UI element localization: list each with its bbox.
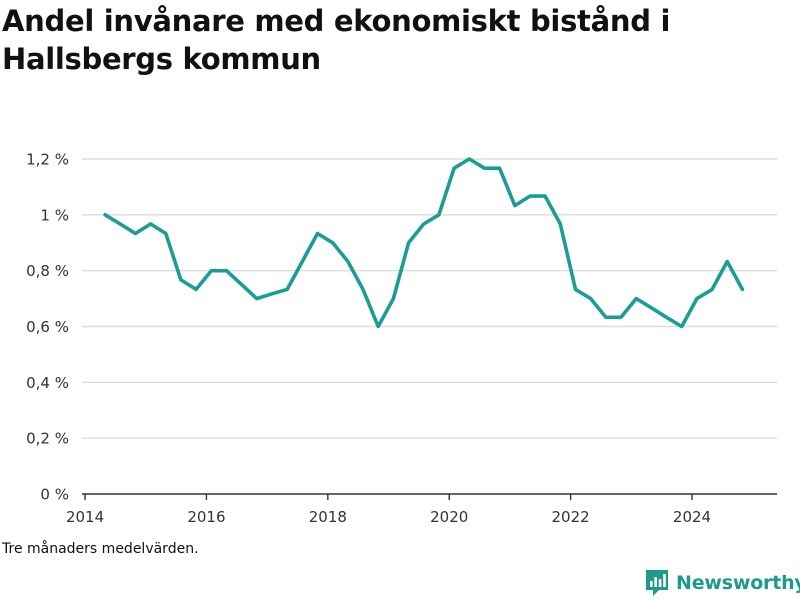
y-tick-label: 0,6 % — [26, 318, 69, 336]
data-point[interactable] — [434, 210, 444, 220]
data-point[interactable] — [100, 210, 110, 220]
x-tick-label: 2016 — [187, 508, 225, 526]
data-point[interactable] — [328, 238, 338, 248]
y-tick-label: 0,8 % — [26, 262, 69, 280]
y-axis-ticks: 0 % 0,2 % 0,4 % 0,6 % 0,8 % 1 % 1,2 % — [26, 151, 69, 504]
x-tick-label: 2018 — [309, 508, 347, 526]
x-tick-label: 2024 — [673, 508, 711, 526]
data-point[interactable] — [525, 191, 535, 201]
y-tick-label: 1,2 % — [26, 151, 69, 169]
series-layer — [100, 154, 747, 332]
data-point[interactable] — [191, 284, 201, 294]
data-point[interactable] — [601, 312, 611, 322]
data-point[interactable] — [130, 229, 140, 239]
brand-logo[interactable]: Newsworthy — [644, 568, 800, 598]
data-point[interactable] — [343, 256, 353, 266]
y-tick-label: 0 % — [40, 486, 69, 504]
data-point[interactable] — [737, 284, 747, 294]
x-tick-label: 2020 — [430, 508, 468, 526]
data-point[interactable] — [115, 219, 125, 229]
data-point[interactable] — [495, 163, 505, 173]
newsworthy-logo-icon — [646, 570, 668, 596]
chart-title: Andel invånare med ekonomiskt bistånd i … — [2, 4, 671, 76]
data-point[interactable] — [631, 294, 641, 304]
data-point[interactable] — [146, 219, 156, 229]
data-point[interactable] — [358, 284, 368, 294]
data-point[interactable] — [540, 191, 550, 201]
data-point[interactable] — [692, 294, 702, 304]
data-point[interactable] — [464, 154, 474, 164]
brand-name: Newsworthy — [676, 572, 800, 594]
data-point[interactable] — [707, 284, 717, 294]
data-point[interactable] — [252, 294, 262, 304]
data-point[interactable] — [662, 312, 672, 322]
chart-note: Tre månaders medelvärden. — [2, 541, 199, 557]
data-point[interactable] — [161, 229, 171, 239]
series-line — [103, 157, 745, 329]
data-point[interactable] — [677, 322, 687, 332]
data-point[interactable] — [419, 219, 429, 229]
data-point[interactable] — [373, 322, 383, 332]
x-tick-label: 2014 — [66, 508, 104, 526]
data-point[interactable] — [570, 284, 580, 294]
data-point[interactable] — [206, 266, 216, 276]
data-point[interactable] — [646, 303, 656, 313]
y-tick-label: 1 % — [40, 206, 69, 224]
x-tick-label: 2022 — [552, 508, 590, 526]
data-point[interactable] — [282, 284, 292, 294]
data-point[interactable] — [449, 163, 459, 173]
y-tick-label: 0,4 % — [26, 374, 69, 392]
data-point[interactable] — [616, 312, 626, 322]
y-tick-label: 0,2 % — [26, 430, 69, 448]
data-point[interactable] — [267, 289, 277, 299]
data-point[interactable] — [388, 294, 398, 304]
gridlines — [82, 158, 777, 439]
data-point[interactable] — [479, 163, 489, 173]
data-point[interactable] — [510, 201, 520, 211]
x-axis: 2014 2016 2018 2020 2022 2024 — [66, 493, 777, 526]
data-point[interactable] — [586, 294, 596, 304]
data-point[interactable] — [555, 219, 565, 229]
data-point[interactable] — [313, 229, 323, 239]
data-point[interactable] — [404, 238, 414, 248]
data-point[interactable] — [722, 256, 732, 266]
data-point[interactable] — [221, 266, 231, 276]
data-point[interactable] — [297, 256, 307, 266]
data-point[interactable] — [176, 275, 186, 285]
data-point[interactable] — [237, 280, 247, 290]
